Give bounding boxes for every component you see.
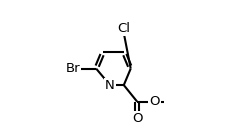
Text: O: O	[149, 95, 159, 108]
Text: Br: Br	[65, 62, 79, 75]
Text: N: N	[105, 79, 114, 92]
Text: Cl: Cl	[117, 22, 130, 35]
Text: O: O	[131, 112, 142, 125]
